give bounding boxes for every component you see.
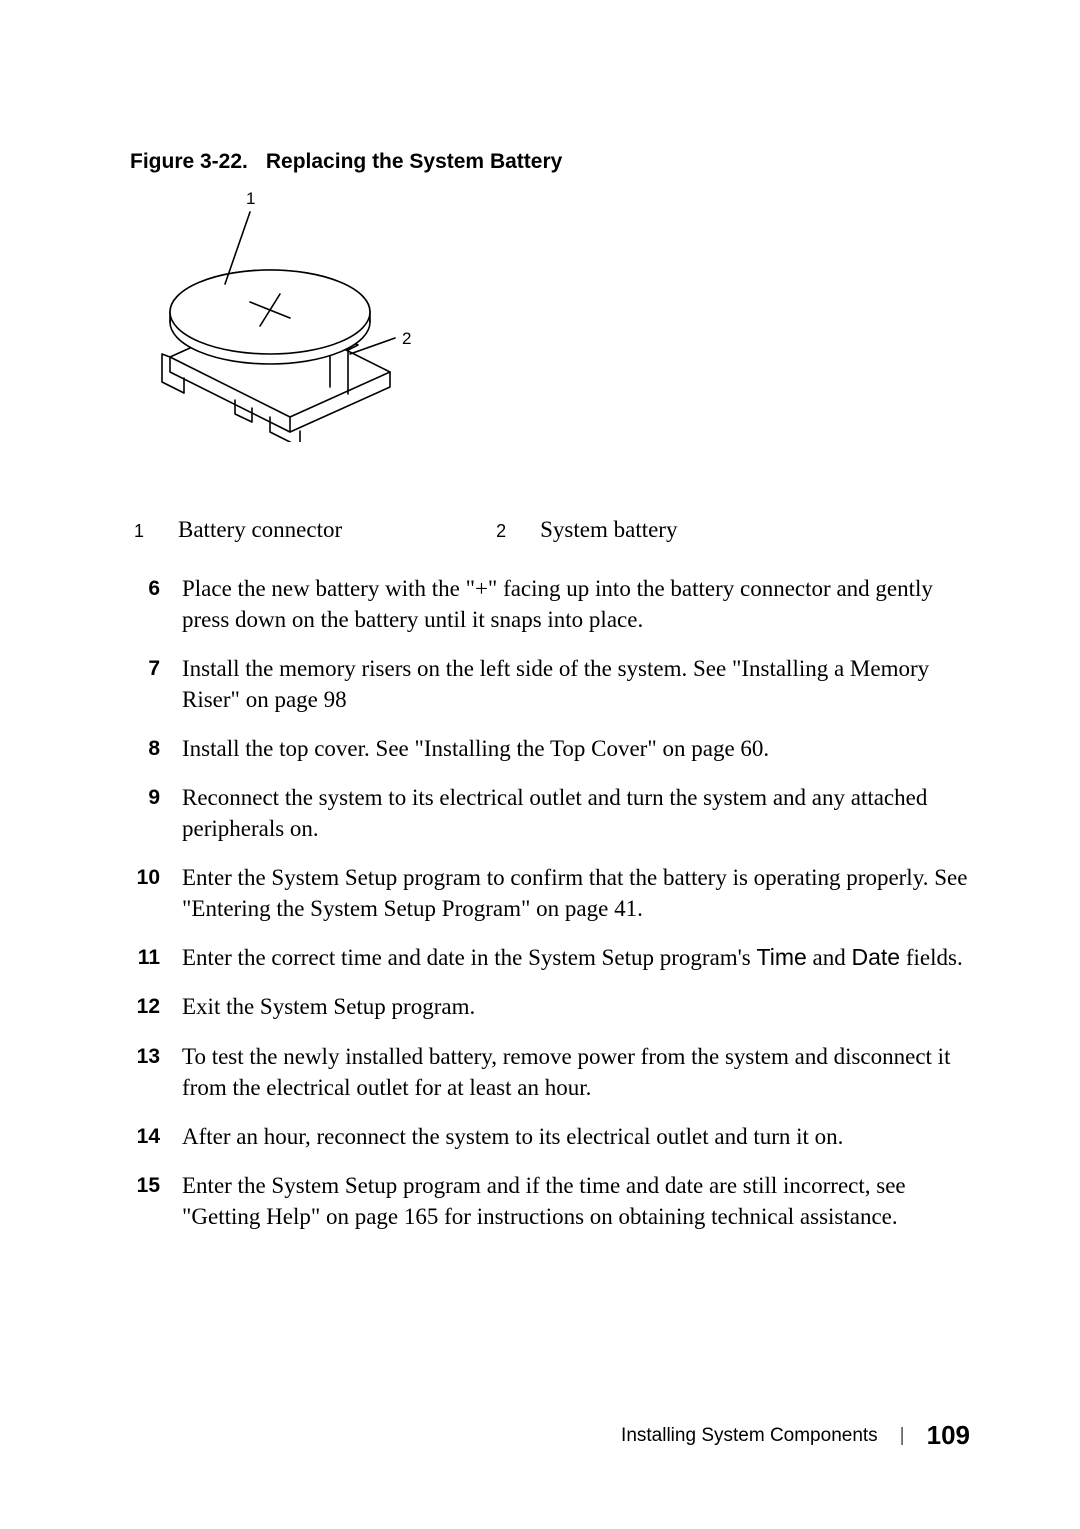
footer-page-number: 109 bbox=[927, 1420, 970, 1451]
step-text: Reconnect the system to its electrical o… bbox=[182, 785, 927, 841]
step-item: Install the memory risers on the left si… bbox=[130, 653, 970, 715]
step-text: fields. bbox=[900, 945, 963, 970]
step-text: Install the memory risers on the left si… bbox=[182, 656, 929, 712]
page-footer: Installing System Components | 109 bbox=[621, 1420, 970, 1451]
step-text: Time bbox=[757, 944, 807, 970]
figure-number: Figure 3-22. bbox=[130, 150, 248, 173]
legend-num: 1 bbox=[134, 521, 170, 542]
step-item: Exit the System Setup program. bbox=[130, 991, 970, 1022]
legend-num: 2 bbox=[496, 521, 532, 542]
step-item: Place the new battery with the "+" facin… bbox=[130, 573, 970, 635]
figure-title: Replacing the System Battery bbox=[266, 150, 562, 173]
step-text: Enter the correct time and date in the S… bbox=[182, 945, 757, 970]
step-item: Enter the System Setup program and if th… bbox=[130, 1170, 970, 1232]
step-text: Date bbox=[852, 944, 901, 970]
callout-1-label: 1 bbox=[246, 189, 255, 208]
step-item: Reconnect the system to its electrical o… bbox=[130, 782, 970, 844]
page: Figure 3-22. Replacing the System Battery bbox=[0, 0, 1080, 1529]
legend-text: System battery bbox=[540, 517, 677, 543]
step-item: Enter the correct time and date in the S… bbox=[130, 942, 970, 973]
step-item: Install the top cover. See "Installing t… bbox=[130, 733, 970, 764]
figure-illustration: 1 2 bbox=[140, 182, 970, 447]
step-text: After an hour, reconnect the system to i… bbox=[182, 1124, 843, 1149]
step-list: Place the new battery with the "+" facin… bbox=[130, 573, 970, 1232]
figure-caption: Figure 3-22. Replacing the System Battery bbox=[130, 150, 970, 174]
battery-diagram-icon: 1 2 bbox=[140, 182, 480, 442]
callout-2-label: 2 bbox=[402, 329, 411, 348]
step-text: To test the newly installed battery, rem… bbox=[182, 1044, 950, 1100]
step-text: Place the new battery with the "+" facin… bbox=[182, 576, 933, 632]
step-text: Install the top cover. See "Installing t… bbox=[182, 736, 769, 761]
step-text: Exit the System Setup program. bbox=[182, 994, 475, 1019]
step-text: Enter the System Setup program to confir… bbox=[182, 865, 967, 921]
figure-legend: 1 Battery connector 2 System battery bbox=[130, 517, 970, 543]
step-item: To test the newly installed battery, rem… bbox=[130, 1041, 970, 1103]
footer-separator: | bbox=[900, 1425, 905, 1447]
step-item: Enter the System Setup program to confir… bbox=[130, 862, 970, 924]
step-text: and bbox=[807, 945, 852, 970]
footer-section: Installing System Components bbox=[621, 1425, 878, 1447]
legend-text: Battery connector bbox=[178, 517, 342, 543]
step-item: After an hour, reconnect the system to i… bbox=[130, 1121, 970, 1152]
legend-item: 2 System battery bbox=[492, 517, 677, 543]
legend-item: 1 Battery connector bbox=[130, 517, 342, 543]
step-text: Enter the System Setup program and if th… bbox=[182, 1173, 906, 1229]
